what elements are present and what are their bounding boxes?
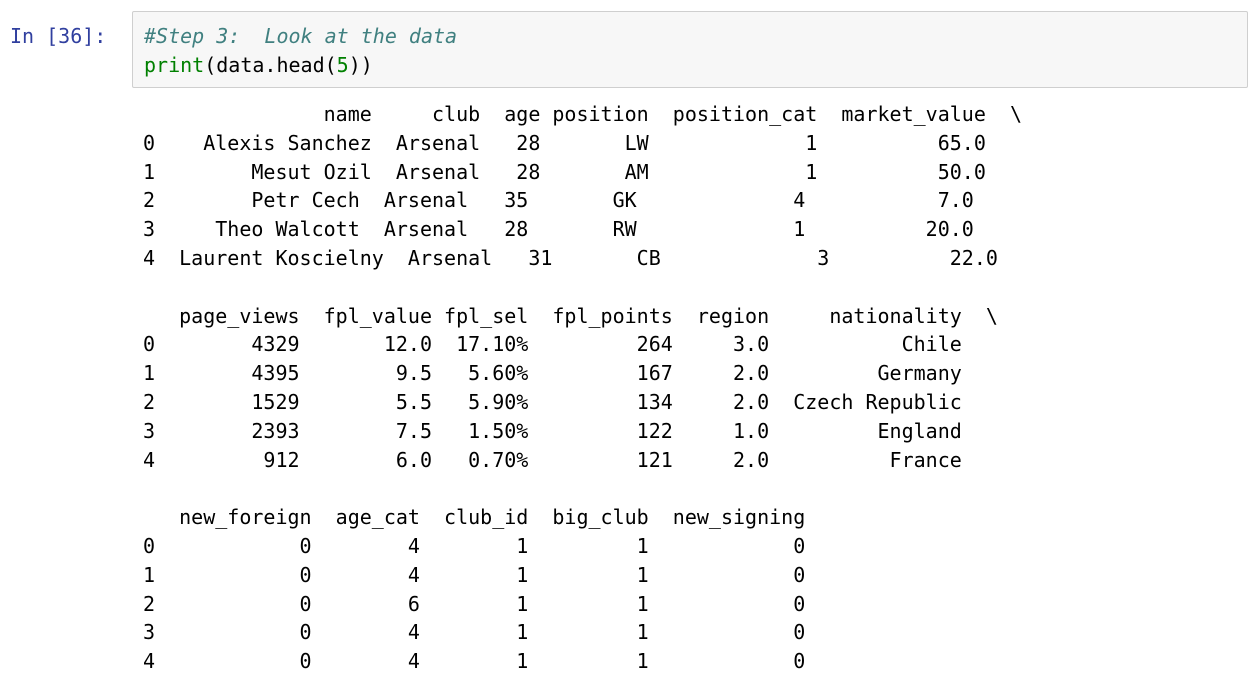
output-line: 4 Laurent Koscielny Arsenal 31 CB 3 22.0 — [143, 245, 1035, 270]
output-line: 1 Mesut Ozil Arsenal 28 AM 1 50.0 — [143, 159, 1022, 184]
output-line: 3 Theo Walcott Arsenal 28 RW 1 20.0 — [143, 217, 1010, 242]
code-cell-input[interactable]: #Step 3: Look at the data print(data.hea… — [132, 11, 1248, 88]
output-line: new_foreign age_cat club_id big_club new… — [143, 505, 830, 530]
code-call-close: )) — [348, 53, 373, 77]
output-line: 4 912 6.0 0.70% 121 2.0 France — [143, 447, 998, 472]
output-line: 2 0 6 1 1 0 — [143, 591, 830, 616]
output-line: 2 Petr Cech Arsenal 35 GK 4 7.0 — [143, 188, 1010, 213]
output-line — [143, 474, 1034, 503]
output-line: 0 0 4 1 1 0 — [143, 533, 830, 558]
output-line: 2 1529 5.5 5.90% 134 2.0 Czech Republic — [143, 389, 998, 414]
output-line: page_views fpl_value fpl_sel fpl_points … — [143, 303, 998, 328]
cell-output-text: name club age position position_cat mark… — [143, 100, 1034, 676]
output-line: 1 0 4 1 1 0 — [143, 562, 830, 587]
code-line-2: print(data.head(5)) — [144, 51, 1247, 80]
code-builtin-print: print — [144, 53, 205, 77]
code-line-1: #Step 3: Look at the data — [144, 22, 1247, 51]
output-line: 0 Alexis Sanchez Arsenal 28 LW 1 65.0 — [143, 130, 1022, 155]
output-line: name club age position position_cat mark… — [143, 102, 1022, 126]
output-line: 4 0 4 1 1 0 — [143, 649, 830, 674]
code-comment: #Step 3: Look at the data — [144, 24, 458, 48]
output-line: 3 0 4 1 1 0 — [143, 620, 830, 645]
input-prompt: In [36]: — [10, 24, 107, 48]
code-call-open: (data.head( — [204, 53, 337, 77]
output-line — [143, 273, 1034, 302]
output-line: 0 4329 12.0 17.10% 264 3.0 Chile — [143, 332, 998, 357]
output-line: 3 2393 7.5 1.50% 122 1.0 England — [143, 418, 998, 443]
output-line: 1 4395 9.5 5.60% 167 2.0 Germany — [143, 361, 998, 386]
code-number: 5 — [336, 53, 349, 77]
